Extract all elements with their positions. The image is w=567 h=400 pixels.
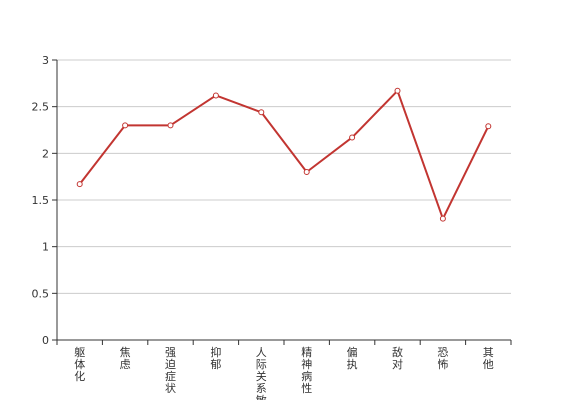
x-tick-label: 偏执 (347, 345, 358, 371)
data-point[interactable] (485, 123, 492, 130)
data-point[interactable] (122, 122, 129, 129)
y-tick-label: 2 (42, 147, 49, 160)
data-point[interactable] (439, 215, 446, 222)
x-tick-label: 恐怖 (437, 346, 448, 371)
x-tick-label: 躯体化 (74, 346, 85, 383)
data-point[interactable] (212, 92, 219, 99)
x-tick-label: 强迫症状 (165, 346, 176, 395)
data-point[interactable] (303, 169, 310, 175)
y-tick-label: 0 (42, 334, 49, 347)
x-tick-label: 焦虑 (120, 346, 131, 371)
axes (52, 59, 512, 345)
y-tick-labels: 0 0.5 1 1.5 2 2.5 3 (32, 54, 50, 347)
x-tick-label: 敌对 (392, 345, 403, 371)
x-tick-labels: 躯体化 焦虑 强迫症状 抑郁 人际关系敏感 精神病性 偏执 敌对 恐怖 其他 (74, 345, 494, 400)
x-tick-label: 人际关系敏感 (256, 346, 267, 400)
y-tick-label: 1.5 (32, 194, 50, 207)
x-tick-label: 抑郁 (210, 345, 221, 371)
x-tick-label: 其他 (483, 346, 494, 371)
data-point[interactable] (76, 181, 83, 188)
y-tick-label: 1 (42, 241, 49, 254)
x-tick-label: 精神病性 (301, 346, 312, 395)
data-point[interactable] (349, 134, 356, 141)
y-tick-label: 3 (42, 54, 49, 67)
data-point[interactable] (167, 122, 174, 129)
series (76, 87, 492, 222)
y-tick-label: 2.5 (32, 101, 50, 114)
data-point[interactable] (258, 109, 265, 116)
y-tick-label: 0.5 (32, 287, 50, 300)
data-point[interactable] (394, 87, 401, 94)
series-line (78, 89, 490, 220)
grid-lines (57, 59, 511, 294)
